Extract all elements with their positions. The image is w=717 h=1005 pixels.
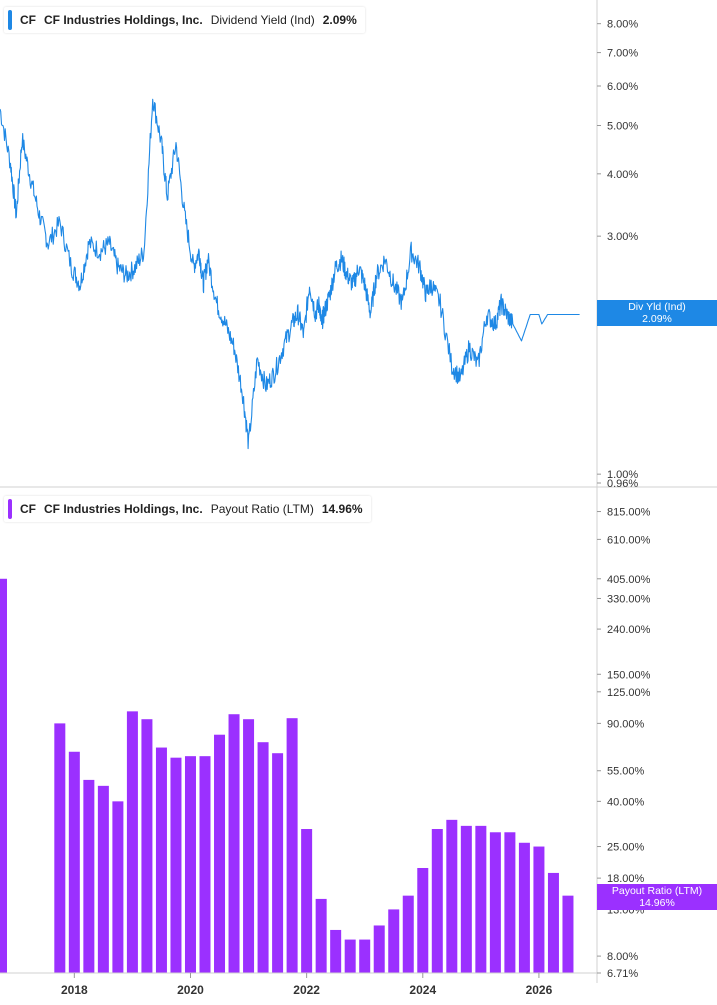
payout-bar <box>68 751 80 973</box>
payout-y-tick-label: 610.00% <box>607 534 651 546</box>
payout-bar <box>272 753 284 973</box>
dividend-yield-panel <box>0 98 580 450</box>
yield-y-tick-label: 4.00% <box>607 169 638 181</box>
payout-bar <box>373 925 385 973</box>
payout-y-tick-label: 405.00% <box>607 574 651 586</box>
payout-y-tick-label: 25.00% <box>607 842 645 854</box>
payout-y-tick-label: 40.00% <box>607 796 645 808</box>
payout-bar <box>97 785 109 973</box>
dividend-yield-line <box>0 98 580 450</box>
yield-y-tick-label: 7.00% <box>607 48 638 60</box>
tag-label: Div Yld (Ind) <box>628 301 686 313</box>
payout-bar <box>0 578 7 973</box>
payout-y-tick-label: 6.71% <box>607 968 638 980</box>
payout-bar <box>112 801 124 973</box>
payout-bar <box>562 895 574 973</box>
yield-y-tick-label: 5.00% <box>607 120 638 132</box>
last-value-tag-yield: Div Yld (Ind) 2.09% <box>597 300 717 326</box>
yield-y-tick-label: 3.00% <box>607 231 638 243</box>
x-tick-label: 2018 <box>61 983 88 997</box>
payout-y-tick-label: 18.00% <box>607 873 645 885</box>
payout-bar <box>475 825 487 973</box>
payout-bar <box>199 756 211 973</box>
payout-bar <box>417 867 429 973</box>
payout-ratio-panel <box>0 578 574 973</box>
payout-y-tick-label: 55.00% <box>607 766 645 778</box>
yield-y-tick-label: 1.00% <box>607 469 638 481</box>
legend-metric: Dividend Yield (Ind) <box>210 13 315 27</box>
payout-bar <box>243 719 255 973</box>
payout-bar <box>359 939 371 973</box>
payout-bar <box>315 898 327 973</box>
legend-company: CF Industries Holdings, Inc. <box>44 13 203 27</box>
payout-y-tick-label: 125.00% <box>607 687 651 699</box>
payout-bar <box>431 829 443 973</box>
last-value-tag-payout: Payout Ratio (LTM) 14.96% <box>597 884 717 910</box>
payout-bar <box>54 723 66 973</box>
tag-value: 2.09% <box>642 313 672 325</box>
payout-bar <box>489 832 501 973</box>
x-tick-label: 2022 <box>293 983 320 997</box>
legend-company: CF Industries Holdings, Inc. <box>44 502 203 516</box>
legend-value: 14.96% <box>321 502 363 516</box>
payout-y-tick-label: 150.00% <box>607 669 651 681</box>
payout-bar <box>170 757 182 973</box>
payout-y-tick-label: 90.00% <box>607 718 645 730</box>
payout-bar <box>460 825 472 973</box>
yield-y-tick-label: 6.00% <box>607 81 638 93</box>
payout-bar <box>547 872 559 973</box>
yield-y-tick-label: 0.96% <box>607 478 638 490</box>
payout-bar <box>402 895 414 973</box>
payout-y-tick-label: 330.00% <box>607 593 651 605</box>
payout-bar <box>83 779 95 973</box>
payout-y-tick-label: 815.00% <box>607 507 651 519</box>
payout-bar <box>533 846 545 973</box>
legend-payout-ratio: CF CF Industries Holdings, Inc. Payout R… <box>4 496 371 522</box>
payout-bar <box>257 742 269 973</box>
payout-bar <box>301 829 313 973</box>
x-tick-label: 2020 <box>177 983 204 997</box>
tag-label: Payout Ratio (LTM) <box>611 885 703 897</box>
payout-bar <box>518 842 530 973</box>
payout-bar <box>388 909 400 973</box>
payout-bar <box>446 819 458 973</box>
legend-swatch-payout <box>8 499 12 519</box>
payout-bar <box>126 711 138 973</box>
legend-swatch-yield <box>8 10 12 30</box>
payout-y-tick-label: 240.00% <box>607 624 651 636</box>
tag-value: 14.96% <box>639 897 675 909</box>
legend-ticker: CF <box>20 502 36 516</box>
legend-metric: Payout Ratio (LTM) <box>210 502 314 516</box>
legend-value: 2.09% <box>322 13 357 27</box>
payout-bar <box>504 832 516 973</box>
x-tick-label: 2026 <box>526 983 553 997</box>
payout-bar <box>155 747 167 973</box>
legend-ticker: CF <box>20 13 36 27</box>
payout-bar <box>344 939 356 973</box>
payout-bar <box>330 929 342 973</box>
payout-bar <box>228 714 240 973</box>
x-tick-label: 2024 <box>409 983 436 997</box>
payout-y-tick-label: 8.00% <box>607 951 638 963</box>
yield-y-tick-label: 8.00% <box>607 19 638 31</box>
payout-bar <box>286 718 298 973</box>
legend-dividend-yield: CF CF Industries Holdings, Inc. Dividend… <box>4 7 365 33</box>
payout-bar <box>184 756 196 973</box>
payout-bar <box>214 734 226 973</box>
payout-bar <box>141 719 153 973</box>
